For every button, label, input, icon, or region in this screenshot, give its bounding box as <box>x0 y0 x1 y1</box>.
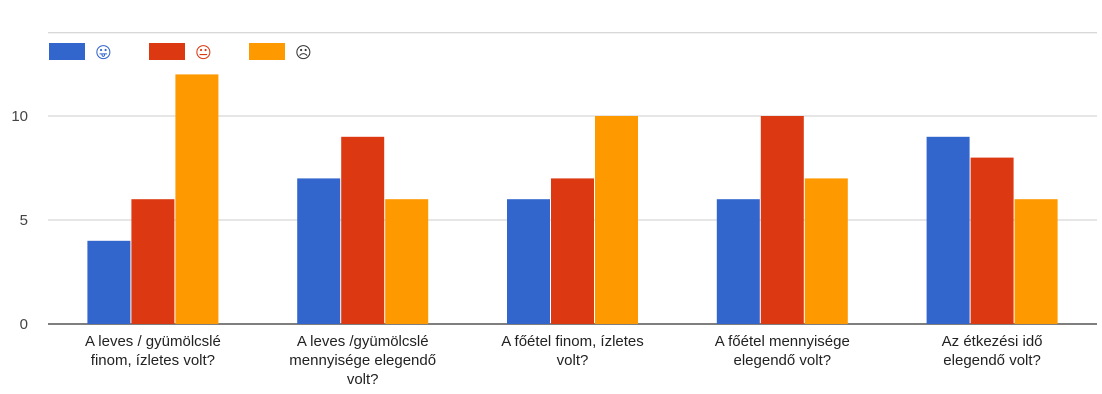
legend-swatch <box>49 43 85 60</box>
legend-label: 😐 <box>195 43 212 62</box>
legend-label: ☹ <box>295 43 312 62</box>
legend-label: 😛 <box>95 43 112 62</box>
x-category-label: A főétel mennyisége elegendő volt? <box>715 333 850 369</box>
y-tick-label: 10 <box>11 108 28 125</box>
x-category-label: A leves / gyümölcslé finom, ízletes volt? <box>85 333 221 369</box>
bar[interactable] <box>1014 199 1058 324</box>
bar[interactable] <box>595 116 638 324</box>
bar[interactable] <box>551 178 594 324</box>
y-tick-label: 5 <box>20 212 28 229</box>
bar[interactable] <box>87 240 131 324</box>
x-axis-category-labels: A leves / gyümölcslé finom, ízletes volt?… <box>85 333 1043 388</box>
bar[interactable] <box>760 116 804 324</box>
bar[interactable] <box>175 74 219 325</box>
bar[interactable] <box>970 157 1014 324</box>
legend-swatch <box>149 43 185 60</box>
x-category-label: Az étkezési idő elegendő volt? <box>942 333 1043 369</box>
bars <box>87 74 1058 325</box>
legend: 😛 😐 ☹ <box>49 43 312 62</box>
bar[interactable] <box>926 136 970 324</box>
bar[interactable] <box>507 199 550 324</box>
bar[interactable] <box>131 199 175 324</box>
bar[interactable] <box>341 136 385 324</box>
bar[interactable] <box>297 178 341 324</box>
bar[interactable] <box>804 178 848 324</box>
y-axis-tick-labels: 0 5 10 <box>11 108 28 333</box>
bar[interactable] <box>385 199 429 324</box>
legend-swatch <box>249 43 285 60</box>
x-category-label: A leves /gyümölcslé mennyisége elegendő vo… <box>289 333 436 388</box>
bar[interactable] <box>716 199 760 324</box>
y-tick-label: 0 <box>20 316 28 333</box>
x-category-label: A főétel finom, ízletes volt? <box>501 333 644 369</box>
